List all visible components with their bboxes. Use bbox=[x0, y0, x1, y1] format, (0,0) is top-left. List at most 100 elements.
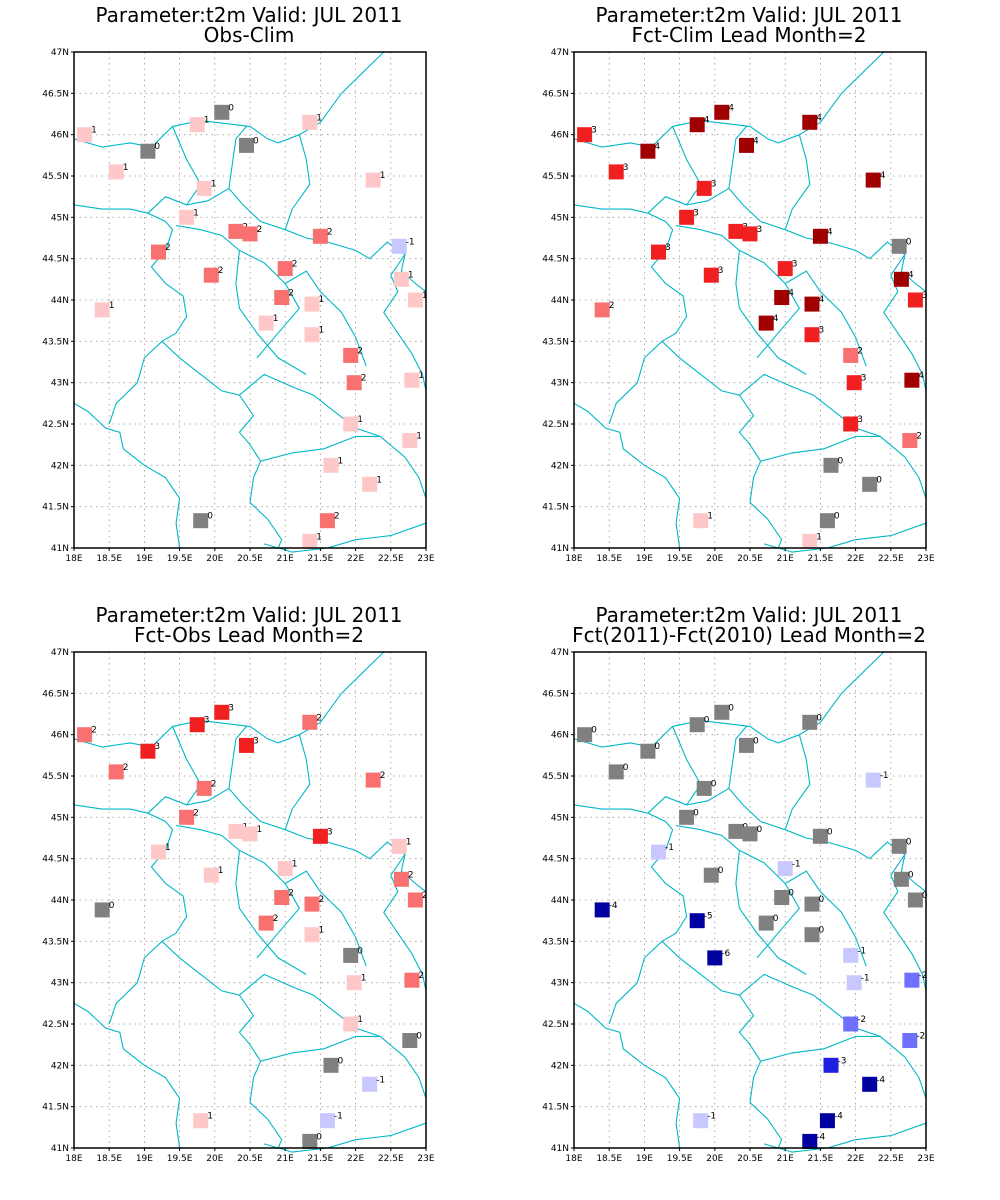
y-tick-label: 47N bbox=[551, 648, 569, 658]
station-value-label: 2 bbox=[165, 243, 171, 253]
station-marker bbox=[193, 513, 209, 529]
y-tick-label: 42N bbox=[51, 1061, 69, 1071]
station-value-label: 1 bbox=[707, 512, 713, 522]
station-value-label: 2 bbox=[357, 346, 363, 356]
panel-fct-clim: Parameter:t2m Valid: JUL 2011 Fct-Clim L… bbox=[500, 0, 1000, 600]
station-marker bbox=[343, 416, 359, 432]
x-tick-label: 18.5E bbox=[596, 554, 622, 564]
x-tick-label: 19E bbox=[136, 554, 153, 564]
station-value-label: 0 bbox=[906, 837, 912, 847]
country-border bbox=[306, 837, 427, 893]
station-value-label: 0 bbox=[693, 808, 699, 818]
station-value-label: 0 bbox=[623, 763, 629, 773]
x-tick-label: 19.5E bbox=[167, 1154, 193, 1164]
panel-fct-diff: Parameter:t2m Valid: JUL 2011 Fct(2011)-… bbox=[500, 600, 1000, 1200]
station-marker bbox=[94, 302, 110, 318]
station-marker bbox=[77, 127, 93, 143]
map-chart: Parameter:t2m Valid: JUL 2011 Obs-Clim 1… bbox=[42, 3, 435, 564]
y-tick-label: 41.5N bbox=[542, 503, 569, 513]
country-border bbox=[228, 726, 247, 789]
station-value-label: 2 bbox=[916, 432, 922, 442]
station-value-label: 0 bbox=[834, 512, 840, 522]
x-tick-label: 18E bbox=[565, 554, 582, 564]
station-marker bbox=[742, 826, 758, 842]
country-border bbox=[676, 825, 800, 959]
x-tick-label: 20E bbox=[206, 1154, 223, 1164]
station-value-label: 1 bbox=[361, 974, 367, 984]
station-marker bbox=[802, 114, 818, 130]
station-marker bbox=[843, 416, 859, 432]
station-marker bbox=[703, 867, 719, 883]
country-border bbox=[806, 837, 927, 893]
station-marker bbox=[843, 1016, 859, 1032]
country-border bbox=[573, 51, 885, 148]
station-value-label: 2 bbox=[211, 779, 217, 789]
station-value-label: 1 bbox=[123, 163, 129, 173]
station-value-label: 0 bbox=[109, 901, 115, 911]
station-marker bbox=[77, 727, 93, 743]
country-border bbox=[735, 250, 807, 375]
station-marker bbox=[323, 1057, 339, 1073]
station-value-label: 2 bbox=[257, 225, 263, 235]
station-value-label: 0 bbox=[207, 512, 213, 522]
station-value-label: 2 bbox=[609, 301, 615, 311]
station-marker bbox=[640, 743, 656, 759]
country-border bbox=[239, 373, 427, 499]
station-value-label: -3 bbox=[838, 1056, 847, 1066]
chart-title: Parameter:t2m Valid: JUL 2011 bbox=[595, 3, 902, 27]
station-marker bbox=[812, 228, 828, 244]
station-value-label: 2 bbox=[123, 763, 129, 773]
station-value-label: -6 bbox=[721, 949, 730, 959]
country-border bbox=[573, 804, 688, 1025]
station-value-label: 3 bbox=[154, 742, 160, 752]
country-border bbox=[728, 126, 747, 189]
station-marker bbox=[812, 828, 828, 844]
station-marker bbox=[193, 1113, 209, 1129]
station-value-label: 1 bbox=[380, 171, 386, 181]
station-value-label: 1 bbox=[218, 866, 224, 876]
country-border bbox=[235, 250, 307, 375]
station-value-label: 3 bbox=[922, 291, 928, 301]
country-border bbox=[383, 854, 427, 992]
station-value-label: 0 bbox=[228, 103, 234, 113]
station-marker bbox=[777, 861, 793, 877]
station-marker bbox=[594, 902, 610, 918]
y-tick-label: 41N bbox=[551, 544, 569, 554]
station-marker bbox=[703, 267, 719, 283]
station-marker bbox=[774, 290, 790, 305]
station-marker bbox=[696, 180, 712, 196]
x-tick-label: 20.5E bbox=[737, 1154, 763, 1164]
station-value-label: 3 bbox=[591, 126, 597, 136]
station-value-label: 2 bbox=[218, 266, 224, 276]
x-tick-label: 21E bbox=[777, 554, 794, 564]
station-value-label: 1 bbox=[193, 208, 199, 218]
x-tick-label: 21.5E bbox=[808, 554, 834, 564]
station-marker bbox=[346, 375, 362, 391]
country-border bbox=[661, 340, 783, 549]
country-border bbox=[284, 134, 311, 230]
x-tick-label: 22.5E bbox=[878, 1154, 904, 1164]
station-value-label: 4 bbox=[788, 289, 794, 299]
station-marker bbox=[274, 290, 290, 305]
station-value-label: 0 bbox=[154, 142, 160, 152]
y-tick-label: 41.5N bbox=[542, 1103, 569, 1113]
country-border bbox=[73, 204, 188, 425]
station-marker bbox=[312, 228, 328, 244]
station-value-label: 1 bbox=[207, 1112, 213, 1122]
country-border bbox=[573, 651, 885, 748]
country-border bbox=[573, 204, 688, 425]
y-tick-label: 44N bbox=[551, 296, 569, 306]
station-marker bbox=[343, 947, 359, 963]
station-marker bbox=[907, 292, 923, 308]
country-border bbox=[573, 1002, 681, 1149]
x-tick-label: 18E bbox=[565, 1154, 582, 1164]
y-tick-label: 45.5N bbox=[542, 172, 569, 182]
y-tick-label: 45N bbox=[51, 813, 69, 823]
station-value-label: 2 bbox=[422, 891, 428, 901]
country-border bbox=[806, 237, 927, 293]
station-marker bbox=[203, 267, 219, 283]
station-value-label: 4 bbox=[816, 113, 822, 123]
station-marker bbox=[823, 457, 839, 473]
x-tick-label: 20E bbox=[706, 554, 723, 564]
station-marker bbox=[679, 809, 695, 825]
